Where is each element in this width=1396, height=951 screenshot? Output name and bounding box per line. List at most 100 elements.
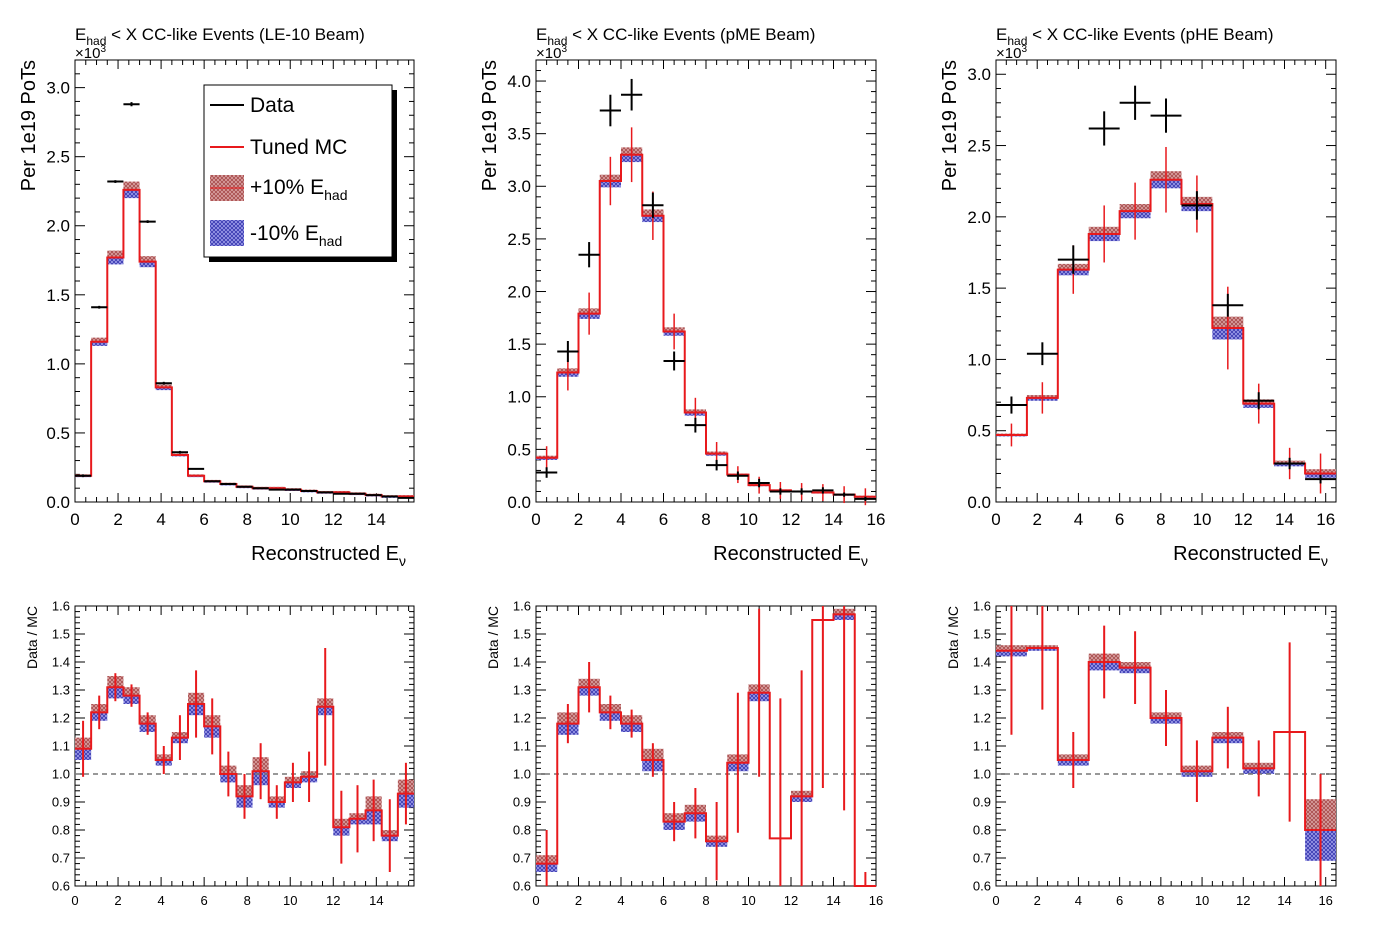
x-tick-label: 2 <box>574 510 583 529</box>
chart-title: Ehad < X CC-like Events (LE-10 Beam) <box>75 25 365 48</box>
y-tick-label: 1.4 <box>973 655 991 670</box>
spectrum-plot: 0 2 4 6 8 10 12 14 0.0 0.5 1.0 1.5 2.0 2.5 3.0 Ehad < X… <box>18 25 415 569</box>
x-tick-label: 0 <box>71 893 78 908</box>
ratio-y-axis-label: Data / MC <box>24 606 40 669</box>
y-tick-label: 1.2 <box>513 711 531 726</box>
y-tick-label: 0.7 <box>973 851 991 866</box>
x-tick-label: 0 <box>531 510 540 529</box>
x-tick-label: 14 <box>1277 893 1291 908</box>
x-tick-label: 6 <box>1115 510 1124 529</box>
y-tick-label: 2.0 <box>507 282 531 301</box>
y-tick-label: 1.0 <box>52 767 70 782</box>
y-tick-label: 1.6 <box>973 599 991 614</box>
x-tick-label: 16 <box>869 893 883 908</box>
y-tick-label: 0.6 <box>52 879 70 894</box>
y-tick-label: 1.0 <box>513 767 531 782</box>
y-tick-label: 0.5 <box>507 440 531 459</box>
chart-title: Ehad < X CC-like Events (pME Beam) <box>536 25 815 48</box>
y-tick-label: 1.0 <box>507 388 531 407</box>
y-tick-label: 0.9 <box>52 795 70 810</box>
ratio-plot: 0 2 4 6 8 10 12 14 16 0.6 0.7 0.8 0.9 1.0 1.1 1.2 1.3 1.4… <box>945 599 1337 908</box>
x-tick-label: 10 <box>739 510 758 529</box>
y-tick-label: 1.0 <box>46 355 70 374</box>
y-tick-label: 1.4 <box>52 655 70 670</box>
y-tick-label: 1.5 <box>46 286 70 305</box>
x-tick-label: 4 <box>616 510 625 529</box>
x-tick-label: 4 <box>617 893 624 908</box>
y-tick-label: 2.5 <box>507 230 531 249</box>
ratio-histogram <box>536 613 876 887</box>
y-tick-label: 0.0 <box>46 493 70 512</box>
axis-exponent: ×103 <box>75 44 106 62</box>
y-tick-label: 4.0 <box>507 72 531 91</box>
y-tick-label: 1.0 <box>967 350 991 369</box>
x-tick-label: 10 <box>1193 510 1212 529</box>
y-tick-label: 0.0 <box>967 493 991 512</box>
x-tick-label: 14 <box>824 510 843 529</box>
x-tick-label: 0 <box>992 893 999 908</box>
ratio-y-axis-label: Data / MC <box>945 606 961 669</box>
x-tick-label: 0 <box>991 510 1000 529</box>
y-tick-label: 0.8 <box>52 823 70 838</box>
y-tick-label: 1.5 <box>973 627 991 642</box>
x-axis-label: Reconstructed Eν <box>713 543 868 569</box>
y-tick-label: 1.6 <box>513 599 531 614</box>
panel-pme: 0 2 4 6 8 10 12 14 16 0.0 0.5 1.0 1.5 2.0 2.5 3.0 3.5 4.0… <box>479 25 885 908</box>
y-tick-label: 0.0 <box>507 493 531 512</box>
y-tick-label: 1.1 <box>513 739 531 754</box>
legend-mc-label: Tuned MC <box>250 136 347 159</box>
y-tick-label: 0.5 <box>46 424 70 443</box>
x-tick-label: 14 <box>367 510 386 529</box>
x-tick-label: 10 <box>281 510 300 529</box>
x-axis-label: Reconstructed Eν <box>251 543 406 569</box>
x-tick-label: 12 <box>1234 510 1253 529</box>
x-tick-label: 2 <box>1034 893 1041 908</box>
y-tick-label: 3.0 <box>46 79 70 98</box>
y-tick-label: 1.5 <box>507 335 531 354</box>
panel-phe: 0 2 4 6 8 10 12 14 16 0.0 0.5 1.0 1.5 2.0 2.5 3.0 Ehad <… <box>939 25 1337 908</box>
mc-histogram <box>996 178 1336 475</box>
ratio-y-axis-label: Data / MC <box>485 606 501 669</box>
plus-band-bin <box>107 250 124 258</box>
x-tick-label: 12 <box>326 893 340 908</box>
y-tick-label: 1.3 <box>52 683 70 698</box>
x-tick-label: 6 <box>199 510 208 529</box>
x-tick-label: 12 <box>784 893 798 908</box>
y-tick-label: 1.4 <box>513 655 531 670</box>
x-tick-label: 6 <box>660 893 667 908</box>
y-tick-label: 0.5 <box>967 422 991 441</box>
plus-band-bin <box>123 181 140 190</box>
x-tick-label: 8 <box>1156 510 1165 529</box>
y-tick-label: 2.5 <box>46 148 70 167</box>
legend: Data Tuned MC +10% Ehad -10% Ehad <box>203 84 397 262</box>
y-tick-label: 0.6 <box>973 879 991 894</box>
x-tick-label: 0 <box>70 510 79 529</box>
spectrum-plot: 0 2 4 6 8 10 12 14 16 0.0 0.5 1.0 1.5 2.0 2.5 3.0 Ehad <… <box>939 25 1337 569</box>
y-tick-label: 3.0 <box>507 177 531 196</box>
y-tick-label: 1.2 <box>52 711 70 726</box>
y-axis-label: Per 1e19 PoTs <box>939 60 961 191</box>
axis-exponent: ×103 <box>996 44 1027 62</box>
axis-exponent: ×103 <box>536 44 567 62</box>
x-tick-label: 12 <box>782 510 801 529</box>
ratio-plot: 0 2 4 6 8 10 12 14 0.6 0.7 0.8 0.9 1.0 1.1 1.2 1.3 1.4 1.… <box>24 599 415 908</box>
y-tick-label: 1.2 <box>973 711 991 726</box>
y-tick-label: 0.7 <box>52 851 70 866</box>
x-tick-label: 4 <box>156 510 165 529</box>
panel-le10: 0 2 4 6 8 10 12 14 0.0 0.5 1.0 1.5 2.0 2.5 3.0 Ehad < X… <box>18 25 415 908</box>
y-tick-label: 1.6 <box>52 599 70 614</box>
spectrum-plot: 0 2 4 6 8 10 12 14 16 0.0 0.5 1.0 1.5 2.0 2.5 3.0 3.5 4.0… <box>479 25 885 569</box>
y-tick-label: 0.8 <box>513 823 531 838</box>
y-tick-label: 1.1 <box>973 739 991 754</box>
x-tick-label: 8 <box>244 893 251 908</box>
x-tick-label: 14 <box>1275 510 1294 529</box>
x-tick-label: 10 <box>283 893 297 908</box>
y-tick-label: 3.5 <box>507 125 531 144</box>
legend-plus-label: +10% Ehad <box>250 176 348 203</box>
x-tick-label: 10 <box>1195 893 1209 908</box>
plus-band-bin <box>155 384 172 388</box>
x-tick-label: 6 <box>659 510 668 529</box>
minus-band-bin <box>91 341 108 346</box>
x-tick-label: 14 <box>369 893 383 908</box>
